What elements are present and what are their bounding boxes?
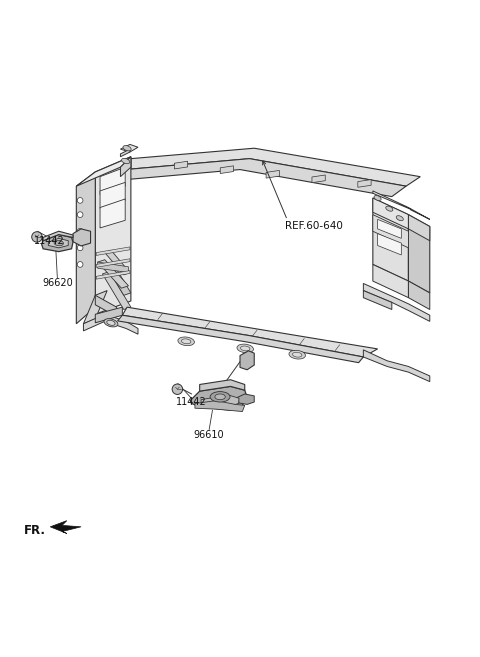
Polygon shape <box>122 307 378 357</box>
Ellipse shape <box>104 319 118 327</box>
Polygon shape <box>373 198 408 281</box>
Polygon shape <box>96 247 130 256</box>
Ellipse shape <box>289 350 305 359</box>
Polygon shape <box>121 158 406 196</box>
Circle shape <box>32 232 42 242</box>
Ellipse shape <box>396 215 403 221</box>
Polygon shape <box>120 145 138 152</box>
Circle shape <box>77 261 83 267</box>
Ellipse shape <box>54 240 63 246</box>
Polygon shape <box>373 198 408 229</box>
Polygon shape <box>408 215 430 293</box>
Polygon shape <box>100 167 125 194</box>
Ellipse shape <box>386 206 393 211</box>
Polygon shape <box>102 271 131 309</box>
Polygon shape <box>42 235 73 252</box>
Polygon shape <box>358 179 371 187</box>
Ellipse shape <box>178 337 194 346</box>
Text: 96620: 96620 <box>42 279 72 288</box>
Polygon shape <box>238 394 254 405</box>
Polygon shape <box>96 295 117 317</box>
Ellipse shape <box>292 352 302 357</box>
Text: 11442: 11442 <box>34 236 64 246</box>
Polygon shape <box>190 386 247 410</box>
Ellipse shape <box>240 346 250 351</box>
Polygon shape <box>50 520 81 533</box>
Polygon shape <box>120 157 131 177</box>
Ellipse shape <box>121 158 130 164</box>
Polygon shape <box>131 148 420 186</box>
Polygon shape <box>96 157 131 314</box>
Ellipse shape <box>107 320 115 325</box>
Polygon shape <box>100 183 125 208</box>
Polygon shape <box>43 231 73 240</box>
Circle shape <box>172 384 182 394</box>
Polygon shape <box>105 250 130 275</box>
Text: 11442: 11442 <box>176 397 207 407</box>
Ellipse shape <box>123 146 131 151</box>
Polygon shape <box>96 307 122 323</box>
Polygon shape <box>266 170 279 178</box>
Polygon shape <box>220 166 233 173</box>
Polygon shape <box>97 262 129 273</box>
Ellipse shape <box>215 394 225 399</box>
Polygon shape <box>373 191 430 219</box>
Polygon shape <box>120 149 130 157</box>
Polygon shape <box>240 351 254 370</box>
Ellipse shape <box>181 339 191 344</box>
Polygon shape <box>174 161 188 169</box>
Polygon shape <box>312 175 325 183</box>
Ellipse shape <box>210 392 230 402</box>
Polygon shape <box>118 315 363 363</box>
Ellipse shape <box>374 196 381 200</box>
Polygon shape <box>100 199 125 228</box>
Polygon shape <box>97 260 129 288</box>
Polygon shape <box>408 281 430 309</box>
Polygon shape <box>373 215 408 248</box>
Polygon shape <box>76 172 96 324</box>
Polygon shape <box>363 350 430 382</box>
Text: REF.60-640: REF.60-640 <box>285 221 343 231</box>
Circle shape <box>77 198 83 203</box>
Polygon shape <box>195 401 245 411</box>
Circle shape <box>77 245 83 251</box>
Polygon shape <box>378 234 401 255</box>
Polygon shape <box>76 157 131 186</box>
Polygon shape <box>378 219 401 238</box>
Polygon shape <box>373 265 408 298</box>
Polygon shape <box>96 259 130 267</box>
Polygon shape <box>363 290 392 309</box>
Polygon shape <box>109 269 131 295</box>
Polygon shape <box>84 290 107 324</box>
Circle shape <box>77 229 83 234</box>
Polygon shape <box>84 314 138 334</box>
Polygon shape <box>48 238 68 248</box>
Polygon shape <box>363 283 430 321</box>
Circle shape <box>77 212 83 217</box>
Polygon shape <box>201 395 239 407</box>
Polygon shape <box>408 215 430 240</box>
Text: 96610: 96610 <box>194 430 225 440</box>
Polygon shape <box>200 380 245 391</box>
Text: FR.: FR. <box>24 524 46 537</box>
Polygon shape <box>73 229 91 246</box>
Polygon shape <box>96 271 130 279</box>
Ellipse shape <box>237 344 253 353</box>
